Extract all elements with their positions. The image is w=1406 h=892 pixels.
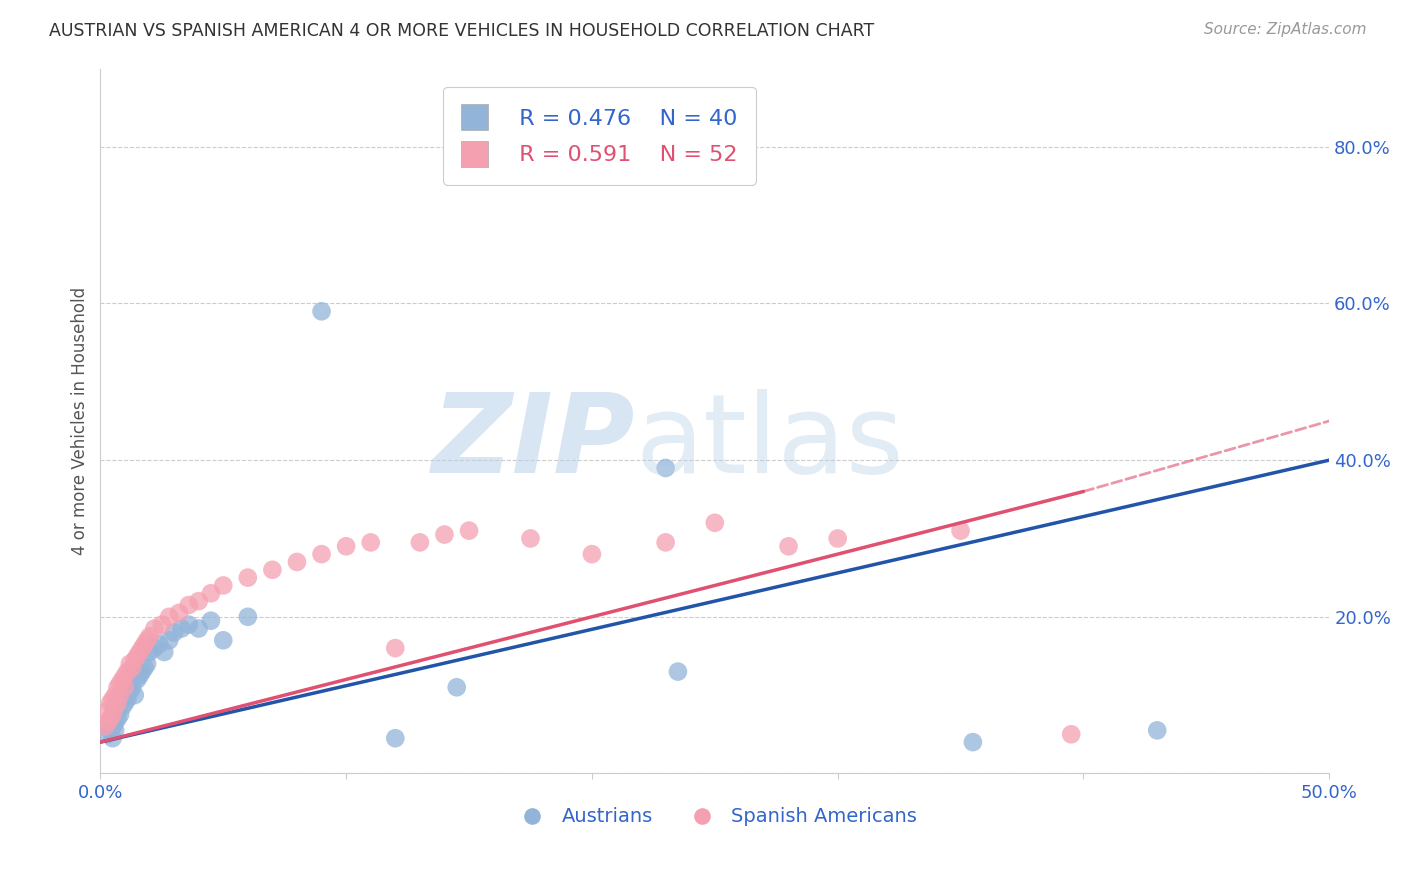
Point <box>148 637 170 651</box>
Point <box>177 598 200 612</box>
Point <box>131 665 153 679</box>
Point <box>170 622 193 636</box>
Y-axis label: 4 or more Vehicles in Household: 4 or more Vehicles in Household <box>72 287 89 555</box>
Point <box>285 555 308 569</box>
Point <box>98 712 121 726</box>
Legend: Austrians, Spanish Americans: Austrians, Spanish Americans <box>505 799 924 834</box>
Point <box>117 692 139 706</box>
Point <box>127 673 149 687</box>
Point <box>212 633 235 648</box>
Point <box>187 594 209 608</box>
Point <box>121 661 143 675</box>
Point <box>121 680 143 694</box>
Point <box>827 532 849 546</box>
Point <box>1146 723 1168 738</box>
Point <box>138 629 160 643</box>
Point <box>94 719 117 733</box>
Point <box>581 547 603 561</box>
Point <box>1060 727 1083 741</box>
Point <box>177 617 200 632</box>
Point <box>107 704 129 718</box>
Point <box>384 641 406 656</box>
Point <box>458 524 481 538</box>
Point <box>384 731 406 746</box>
Point <box>446 680 468 694</box>
Text: AUSTRIAN VS SPANISH AMERICAN 4 OR MORE VEHICLES IN HOUSEHOLD CORRELATION CHART: AUSTRIAN VS SPANISH AMERICAN 4 OR MORE V… <box>49 22 875 40</box>
Point <box>136 633 159 648</box>
Point <box>236 609 259 624</box>
Point <box>124 653 146 667</box>
Point <box>262 563 284 577</box>
Point <box>150 617 173 632</box>
Point <box>409 535 432 549</box>
Point <box>131 641 153 656</box>
Point <box>101 719 124 733</box>
Point <box>104 715 127 730</box>
Point <box>118 657 141 671</box>
Point <box>117 665 139 679</box>
Point <box>949 524 972 538</box>
Point <box>311 547 333 561</box>
Point <box>128 668 150 682</box>
Point <box>104 688 127 702</box>
Text: atlas: atlas <box>636 389 904 496</box>
Point <box>107 696 129 710</box>
Point <box>114 696 136 710</box>
Point <box>212 578 235 592</box>
Point <box>97 727 120 741</box>
Point <box>108 688 131 702</box>
Point <box>163 625 186 640</box>
Point <box>666 665 689 679</box>
Point <box>778 539 800 553</box>
Point <box>128 645 150 659</box>
Point <box>200 614 222 628</box>
Point <box>101 707 124 722</box>
Point <box>114 668 136 682</box>
Point <box>104 723 127 738</box>
Point <box>107 680 129 694</box>
Point <box>143 641 166 656</box>
Text: Source: ZipAtlas.com: Source: ZipAtlas.com <box>1204 22 1367 37</box>
Point <box>143 622 166 636</box>
Point <box>962 735 984 749</box>
Point <box>703 516 725 530</box>
Text: ZIP: ZIP <box>432 389 636 496</box>
Point <box>136 657 159 671</box>
Point <box>101 731 124 746</box>
Point <box>157 633 180 648</box>
Point <box>654 461 676 475</box>
Point <box>519 532 541 546</box>
Point <box>433 527 456 541</box>
Point <box>114 688 136 702</box>
Point <box>654 535 676 549</box>
Point <box>187 622 209 636</box>
Point <box>98 696 121 710</box>
Point <box>138 645 160 659</box>
Point <box>108 707 131 722</box>
Point <box>153 645 176 659</box>
Point <box>108 676 131 690</box>
Point <box>114 680 136 694</box>
Point <box>101 692 124 706</box>
Point <box>236 571 259 585</box>
Point <box>360 535 382 549</box>
Point <box>118 684 141 698</box>
Point <box>111 699 134 714</box>
Point <box>311 304 333 318</box>
Point <box>200 586 222 600</box>
Point <box>107 712 129 726</box>
Point <box>124 688 146 702</box>
Point <box>157 609 180 624</box>
Point <box>127 648 149 663</box>
Point <box>335 539 357 553</box>
Point <box>97 704 120 718</box>
Point <box>97 715 120 730</box>
Point <box>104 699 127 714</box>
Point <box>98 723 121 738</box>
Point <box>111 673 134 687</box>
Point <box>134 637 156 651</box>
Point <box>134 661 156 675</box>
Point <box>167 606 190 620</box>
